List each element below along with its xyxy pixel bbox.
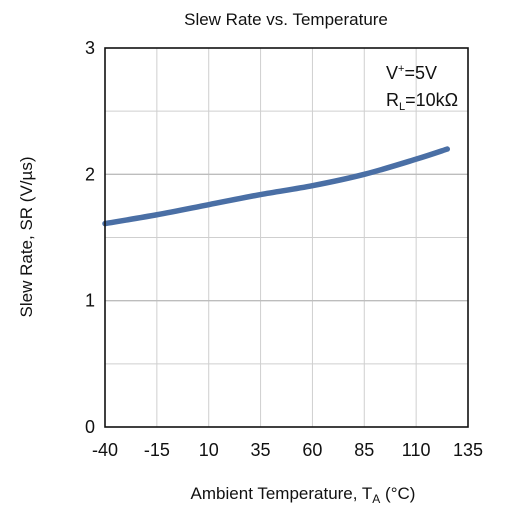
x-tick-label: 35 xyxy=(251,440,271,460)
annotation-supply-voltage: V+=5V xyxy=(386,63,437,83)
x-tick-label: 135 xyxy=(453,440,483,460)
x-axis-label: Ambient Temperature, TA (°C) xyxy=(191,484,416,506)
annotation-vplus-value: =5V xyxy=(404,63,437,83)
series-group xyxy=(102,146,451,227)
x-tick-labels: -40 -15 10 35 60 85 110 135 xyxy=(92,440,483,460)
annotation-vplus-sup: + xyxy=(398,63,404,75)
annotation-vplus-main: V xyxy=(386,63,398,83)
x-tick-label: 10 xyxy=(199,440,219,460)
chart-title: Slew Rate vs. Temperature xyxy=(184,10,388,29)
series-line xyxy=(102,146,451,227)
y-axis-label: Slew Rate, SR (V/µs) xyxy=(17,157,36,318)
plot-frame xyxy=(104,47,469,428)
y-tick-label: 2 xyxy=(85,164,95,184)
y-tick-label: 0 xyxy=(85,417,95,437)
annotation-load-resistance: RL=10kΩ xyxy=(386,90,458,113)
y-tick-labels: 0 1 2 3 xyxy=(85,38,95,437)
x-axis-label-main: Ambient Temperature, T xyxy=(191,484,373,503)
x-tick-label: 60 xyxy=(302,440,322,460)
annotation-rl-sub: L xyxy=(399,101,405,113)
y-tick-label: 1 xyxy=(85,291,95,311)
x-tick-label: -40 xyxy=(92,440,118,460)
x-tick-label: 110 xyxy=(402,440,431,460)
x-axis-label-sub: A xyxy=(372,492,380,506)
x-axis-label-unit: (°C) xyxy=(380,484,415,503)
grid xyxy=(105,48,468,427)
x-tick-label: -15 xyxy=(144,440,170,460)
x-tick-label: 85 xyxy=(354,440,374,460)
y-tick-label: 3 xyxy=(85,38,95,58)
annotation-rl-value: =10kΩ xyxy=(405,90,458,110)
annotation-rl-main: R xyxy=(386,90,399,110)
